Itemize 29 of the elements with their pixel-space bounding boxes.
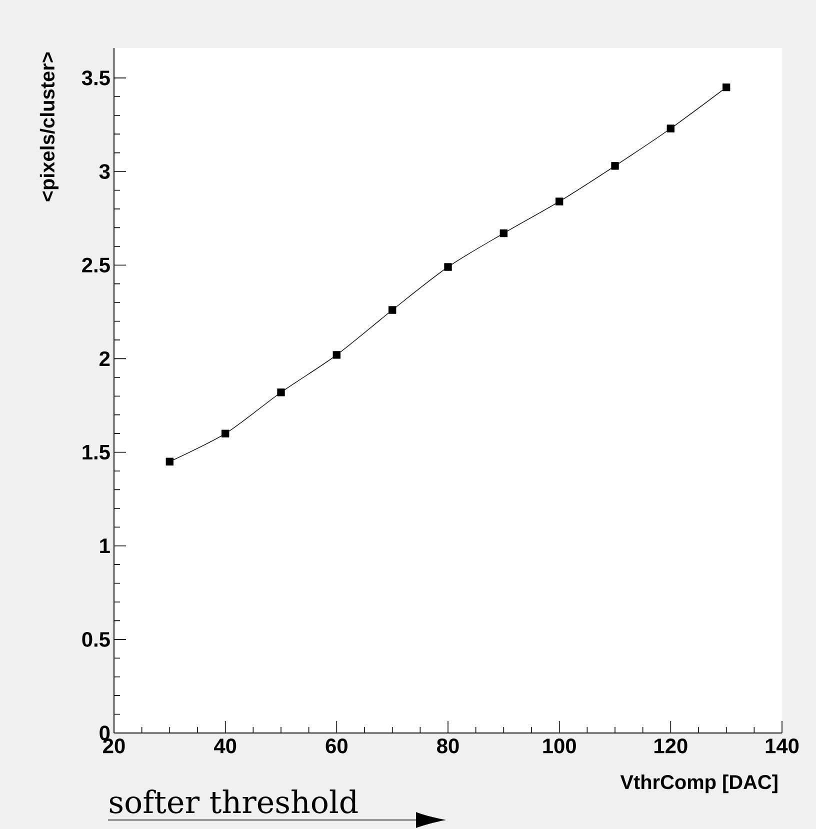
point bbox=[555, 198, 564, 206]
x-axis-title: VthrComp [DAC] bbox=[620, 774, 778, 794]
x-tick-label: 80 bbox=[437, 738, 459, 754]
x-tick-label: 60 bbox=[326, 738, 348, 754]
point bbox=[388, 306, 396, 314]
y-tick-label: 1 bbox=[100, 538, 110, 554]
x-tick-label: 140 bbox=[766, 738, 799, 754]
point bbox=[277, 388, 285, 396]
y-tick-label: 3.5 bbox=[82, 70, 110, 86]
x-tick-label: 40 bbox=[214, 738, 236, 754]
y-tick-label: 2 bbox=[100, 351, 110, 366]
x-tick-label: 100 bbox=[543, 738, 576, 754]
point bbox=[332, 351, 341, 359]
y-tick-label: 0.5 bbox=[82, 632, 110, 647]
point bbox=[666, 124, 675, 132]
y-tick-label: 3 bbox=[99, 164, 110, 179]
point bbox=[722, 83, 730, 92]
text: softer threshold bbox=[110, 790, 358, 814]
point bbox=[166, 458, 174, 466]
point bbox=[611, 162, 619, 170]
point bbox=[221, 430, 230, 438]
x-tick-label: 120 bbox=[654, 738, 688, 754]
point bbox=[500, 229, 508, 238]
y-tick-label: 0 bbox=[100, 726, 110, 740]
point bbox=[444, 263, 452, 271]
y-tick-label: 2.5 bbox=[82, 258, 110, 273]
x-tick-label: 20 bbox=[103, 738, 125, 754]
y-tick-label: 1.5 bbox=[82, 444, 110, 460]
y-axis-title: <pixels/cluster> bbox=[40, 52, 58, 202]
